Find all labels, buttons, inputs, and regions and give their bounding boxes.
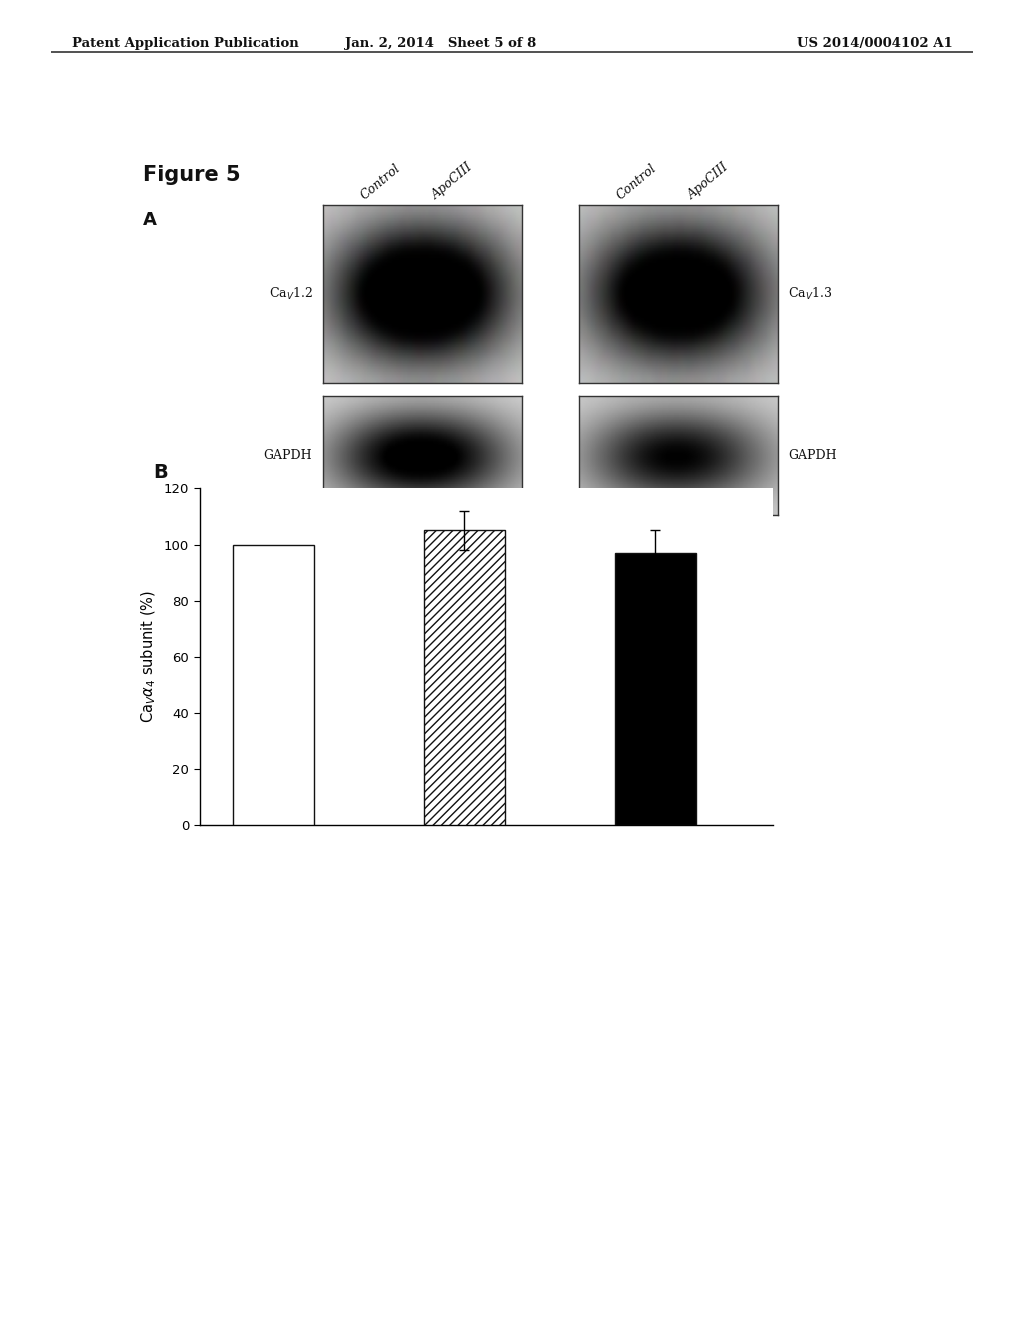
Text: ApoCIII: ApoCIII [686,161,732,202]
Text: Jan. 2, 2014   Sheet 5 of 8: Jan. 2, 2014 Sheet 5 of 8 [345,37,536,50]
Text: Control: Control [358,161,403,202]
Text: Ca$_V$1.3: Ca$_V$1.3 [788,285,833,302]
Text: Figure 5: Figure 5 [143,165,241,185]
Text: Ca$_V$1.2: Ca$_V$1.2 [268,285,312,302]
Text: ApoCIII: ApoCIII [430,161,476,202]
Bar [424,531,505,825]
Y-axis label: Ca$_V$$\alpha_4$ subunit (%): Ca$_V$$\alpha_4$ subunit (%) [140,590,159,723]
Text: US 2014/0004102 A1: US 2014/0004102 A1 [797,37,952,50]
Text: GAPDH: GAPDH [788,449,837,462]
Bar [615,553,696,825]
Text: A: A [143,211,158,230]
Text: Control: Control [614,161,659,202]
Text: B: B [154,463,168,482]
Bar [232,544,313,825]
Text: GAPDH: GAPDH [264,449,312,462]
Text: Patent Application Publication: Patent Application Publication [72,37,298,50]
